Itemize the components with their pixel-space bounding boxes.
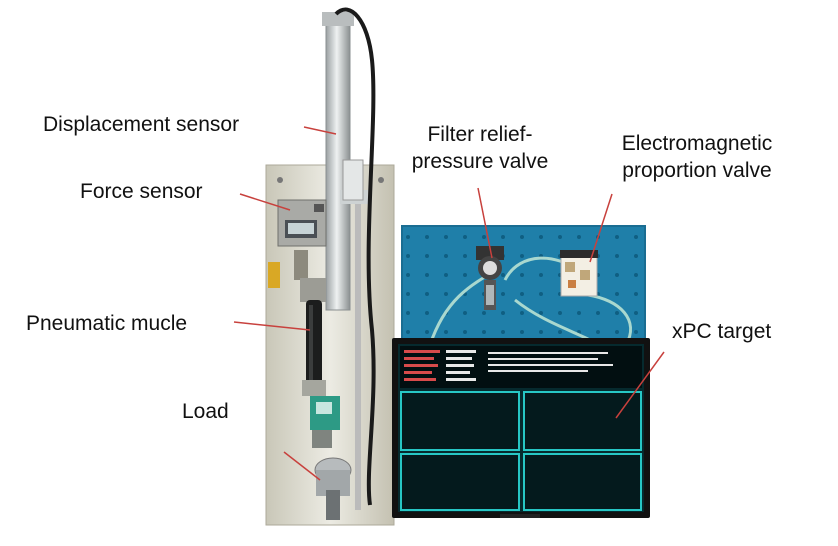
- filter-relief-valve: [476, 246, 504, 310]
- force-sensor-unit: [277, 199, 327, 247]
- label-filter-line-2: pressure valve: [411, 150, 549, 173]
- label-filter-relief-valve: Filter relief- pressure valve: [400, 121, 560, 175]
- label-electro-line-2: proportion valve: [622, 159, 772, 182]
- pneumatic-muscle: [302, 300, 326, 396]
- label-force-sensor: Force sensor: [80, 180, 203, 203]
- label-electro-line-1: Electromagnetic: [621, 132, 773, 155]
- label-load: Load: [182, 400, 229, 423]
- label-xpc-target: xPC target: [672, 320, 772, 343]
- sensor-cable: [334, 7, 376, 506]
- upper-fittings: [268, 250, 326, 302]
- label-filter-line-1: Filter relief-: [427, 123, 533, 146]
- xpc-monitor: [392, 338, 650, 518]
- label-proportion-valve: Electromagnetic proportion valve: [582, 130, 812, 184]
- label-pneumatic-muscle: Pneumatic mucle: [26, 312, 188, 335]
- load-weight: [314, 457, 352, 520]
- displacement-sensor: [322, 12, 368, 311]
- lower-valve-block: [310, 396, 340, 448]
- callout-lines: [233, 126, 665, 481]
- label-displacement-sensor: Displacement sensor: [43, 113, 240, 136]
- proportion-valve: [560, 250, 598, 297]
